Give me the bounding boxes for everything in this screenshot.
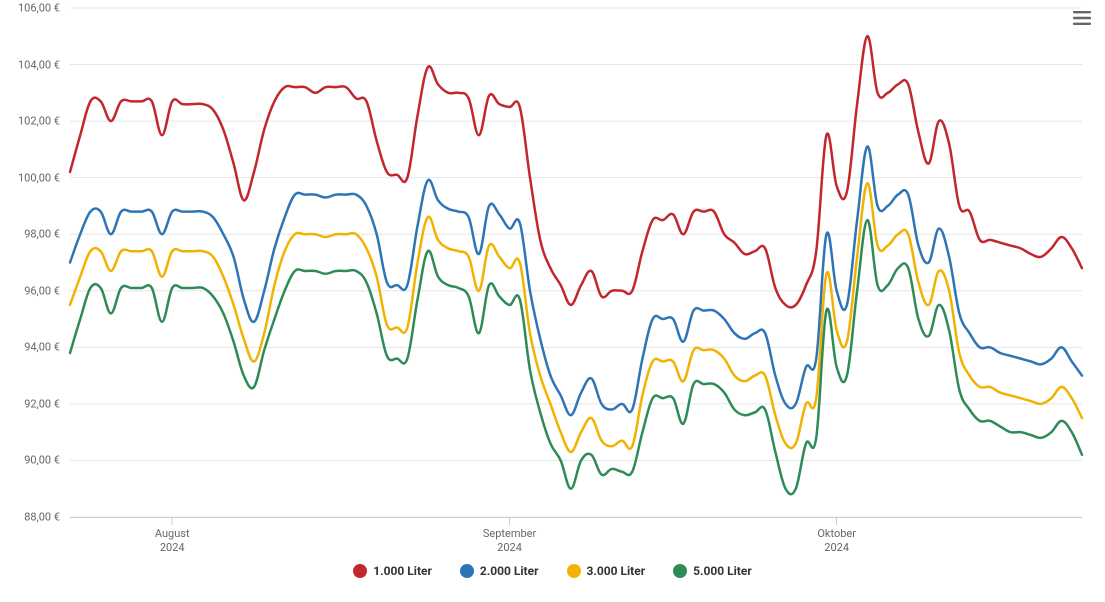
y-axis-label: 90,00 € bbox=[0, 454, 60, 467]
legend-swatch bbox=[673, 564, 687, 578]
x-axis-label: August2024 bbox=[155, 527, 190, 556]
y-axis-label: 106,00 € bbox=[0, 2, 60, 15]
legend-swatch bbox=[353, 564, 367, 578]
plot-area bbox=[0, 0, 1105, 602]
y-axis-label: 92,00 € bbox=[0, 397, 60, 410]
legend-swatch bbox=[460, 564, 474, 578]
y-axis-label: 94,00 € bbox=[0, 341, 60, 354]
y-axis-label: 104,00 € bbox=[0, 58, 60, 71]
y-axis-label: 102,00 € bbox=[0, 115, 60, 128]
legend-swatch bbox=[567, 564, 581, 578]
legend-item[interactable]: 1.000 Liter bbox=[353, 564, 432, 578]
y-axis-label: 98,00 € bbox=[0, 228, 60, 241]
legend-label: 3.000 Liter bbox=[587, 564, 646, 578]
legend-item[interactable]: 2.000 Liter bbox=[460, 564, 539, 578]
legend-label: 5.000 Liter bbox=[693, 564, 752, 578]
legend-label: 2.000 Liter bbox=[480, 564, 539, 578]
y-axis-label: 96,00 € bbox=[0, 284, 60, 297]
series-line bbox=[70, 183, 1082, 452]
series-line bbox=[70, 146, 1082, 415]
legend: 1.000 Liter 2.000 Liter 3.000 Liter 5.000 L… bbox=[0, 564, 1105, 578]
x-axis-label: Oktober2024 bbox=[817, 527, 856, 556]
y-axis-label: 88,00 € bbox=[0, 511, 60, 524]
y-axis-label: 100,00 € bbox=[0, 171, 60, 184]
price-chart: 1.000 Liter 2.000 Liter 3.000 Liter 5.000 L… bbox=[0, 0, 1105, 602]
legend-item[interactable]: 3.000 Liter bbox=[567, 564, 646, 578]
legend-item[interactable]: 5.000 Liter bbox=[673, 564, 752, 578]
series-line bbox=[70, 36, 1082, 307]
legend-label: 1.000 Liter bbox=[373, 564, 432, 578]
x-axis-label: September2024 bbox=[483, 527, 536, 556]
